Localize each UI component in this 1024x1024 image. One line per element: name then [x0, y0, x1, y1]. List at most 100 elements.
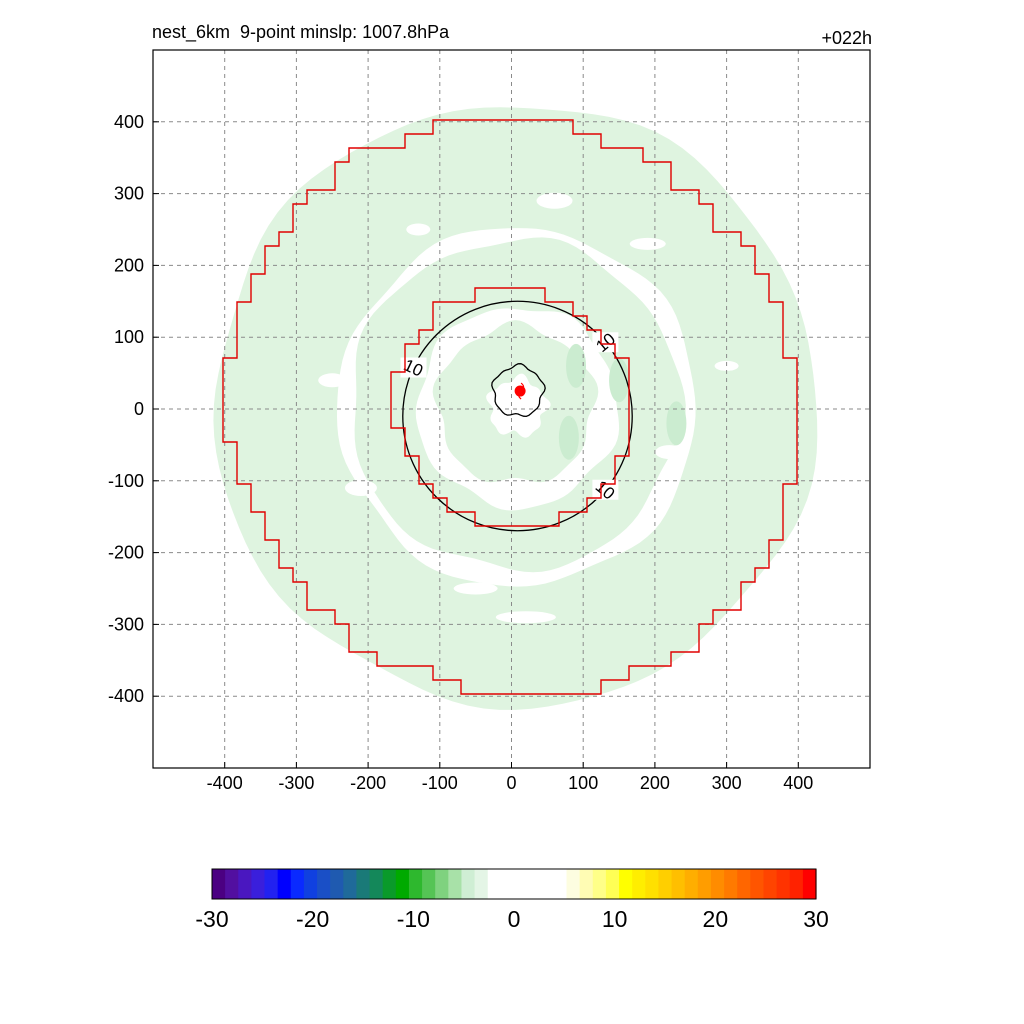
colorbar-swatch	[461, 869, 476, 899]
colorbar-swatch	[553, 869, 568, 899]
colorbar-swatch	[579, 869, 594, 899]
contour-label-bg	[592, 479, 619, 500]
colorbar-frame	[211, 868, 817, 900]
plot-outlines	[222, 119, 798, 695]
colorbar-swatch	[710, 869, 725, 899]
forecast-hour-label: +022h	[821, 28, 872, 48]
colorbar-swatch	[724, 869, 738, 899]
shading-gap	[629, 237, 666, 250]
colorbar-tick-label: -30	[195, 906, 228, 932]
y-tick-label: 300	[114, 184, 144, 204]
x-tick-label: -100	[422, 773, 458, 793]
shading-patch	[609, 358, 630, 403]
colorbar-swatch	[277, 869, 292, 899]
y-tick-label: 0	[134, 399, 144, 419]
shading-gap	[406, 223, 431, 236]
colorbar-swatch	[500, 869, 515, 899]
plot-center-marker	[514, 382, 526, 400]
y-axis: -400 -300 -200 -100 0 100 200 300 400	[108, 112, 159, 706]
colorbar-swatch	[408, 869, 423, 899]
y-tick-label: -200	[108, 543, 144, 563]
y-tick-label: 200	[114, 255, 144, 275]
x-tick-label: 300	[712, 773, 742, 793]
shading-patch	[558, 415, 579, 460]
colorbar-tick-label: 0	[508, 906, 521, 932]
colorbar-swatch	[658, 869, 673, 899]
colorbar-swatch	[435, 869, 449, 899]
x-tick-label: -300	[278, 773, 314, 793]
colorbar-swatch	[382, 869, 397, 899]
colorbar-swatch	[737, 869, 751, 899]
colorbar: -30 -20 -10 0 10 20 30	[195, 868, 829, 932]
contour-label-bg	[400, 357, 427, 378]
colorbar-swatch	[474, 869, 489, 899]
colorbar-tick-label: 30	[803, 906, 829, 932]
contour-line	[491, 363, 546, 418]
colorbar-swatch	[264, 869, 279, 899]
colorbar-swatch	[645, 869, 660, 899]
colorbar-swatch	[225, 869, 239, 899]
colorbar-swatch	[566, 869, 581, 899]
shading-gap	[453, 582, 498, 595]
colorbar-tick-label: 10	[602, 906, 628, 932]
y-tick-label: 400	[114, 112, 144, 132]
shading-gap	[536, 192, 573, 209]
x-tick-label: 100	[568, 773, 598, 793]
chart-title: nest_6km 9-point minslp: 1007.8hPa	[152, 22, 450, 42]
colorbar-swatch	[802, 869, 817, 899]
colorbar-tick-label: -20	[296, 906, 329, 932]
colorbar-swatch	[317, 869, 331, 899]
x-tick-label: 400	[783, 773, 813, 793]
colorbar-swatch	[619, 869, 633, 899]
red-outline	[222, 119, 798, 695]
colorbar-swatch	[750, 869, 765, 899]
x-tick-label: -200	[350, 773, 386, 793]
contour-label-bg	[592, 332, 619, 353]
colorbar-swatch	[395, 869, 410, 899]
red-outline	[390, 287, 630, 527]
colorbar-swatch	[238, 869, 252, 899]
colorbar-swatch	[776, 869, 791, 899]
colorbar-swatch	[448, 869, 463, 899]
colorbar-swatch	[514, 869, 528, 899]
colorbar-swatch	[303, 869, 318, 899]
colorbar-swatch	[251, 869, 266, 899]
shading-gap	[655, 445, 684, 460]
colorbar-swatch	[684, 869, 699, 899]
contour-line	[402, 300, 633, 532]
shading-gap	[344, 479, 377, 496]
shading-patch	[666, 401, 687, 446]
shading-patch	[566, 343, 587, 388]
colorbar-swatch	[671, 869, 686, 899]
colorbar-swatch	[330, 869, 344, 899]
colorbar-swatch	[763, 869, 778, 899]
colorbar-swatch	[356, 869, 371, 899]
colorbar-swatch	[605, 869, 620, 899]
colorbar-swatch	[789, 869, 804, 899]
x-tick-label: 200	[640, 773, 670, 793]
y-tick-label: 100	[114, 327, 144, 347]
y-tick-label: -400	[108, 686, 144, 706]
shading-ring	[213, 107, 818, 710]
x-tick-label: -400	[207, 773, 243, 793]
colorbar-swatch	[697, 869, 712, 899]
x-axis: -400 -300 -200 -100 0 100 200 300 400	[207, 762, 813, 793]
y-tick-label: -300	[108, 614, 144, 634]
shading-gap	[318, 373, 347, 388]
plot-grid	[153, 50, 870, 768]
colorbar-swatch	[212, 869, 226, 899]
x-tick-label: 0	[506, 773, 516, 793]
colorbar-swatch	[632, 869, 646, 899]
colorbar-swatch	[343, 869, 358, 899]
colorbar-tick-label: 20	[703, 906, 729, 932]
shading-ring	[432, 320, 599, 483]
hurricane-symbol-icon	[518, 382, 525, 400]
colorbar-swatch	[290, 869, 305, 899]
colorbar-swatch	[422, 869, 436, 899]
colorbar-swatch	[527, 869, 541, 899]
colorbar-tick-label: -10	[397, 906, 430, 932]
colorbar-swatch	[487, 869, 502, 899]
y-tick-label: -100	[108, 471, 144, 491]
colorbar-swatch	[369, 869, 384, 899]
